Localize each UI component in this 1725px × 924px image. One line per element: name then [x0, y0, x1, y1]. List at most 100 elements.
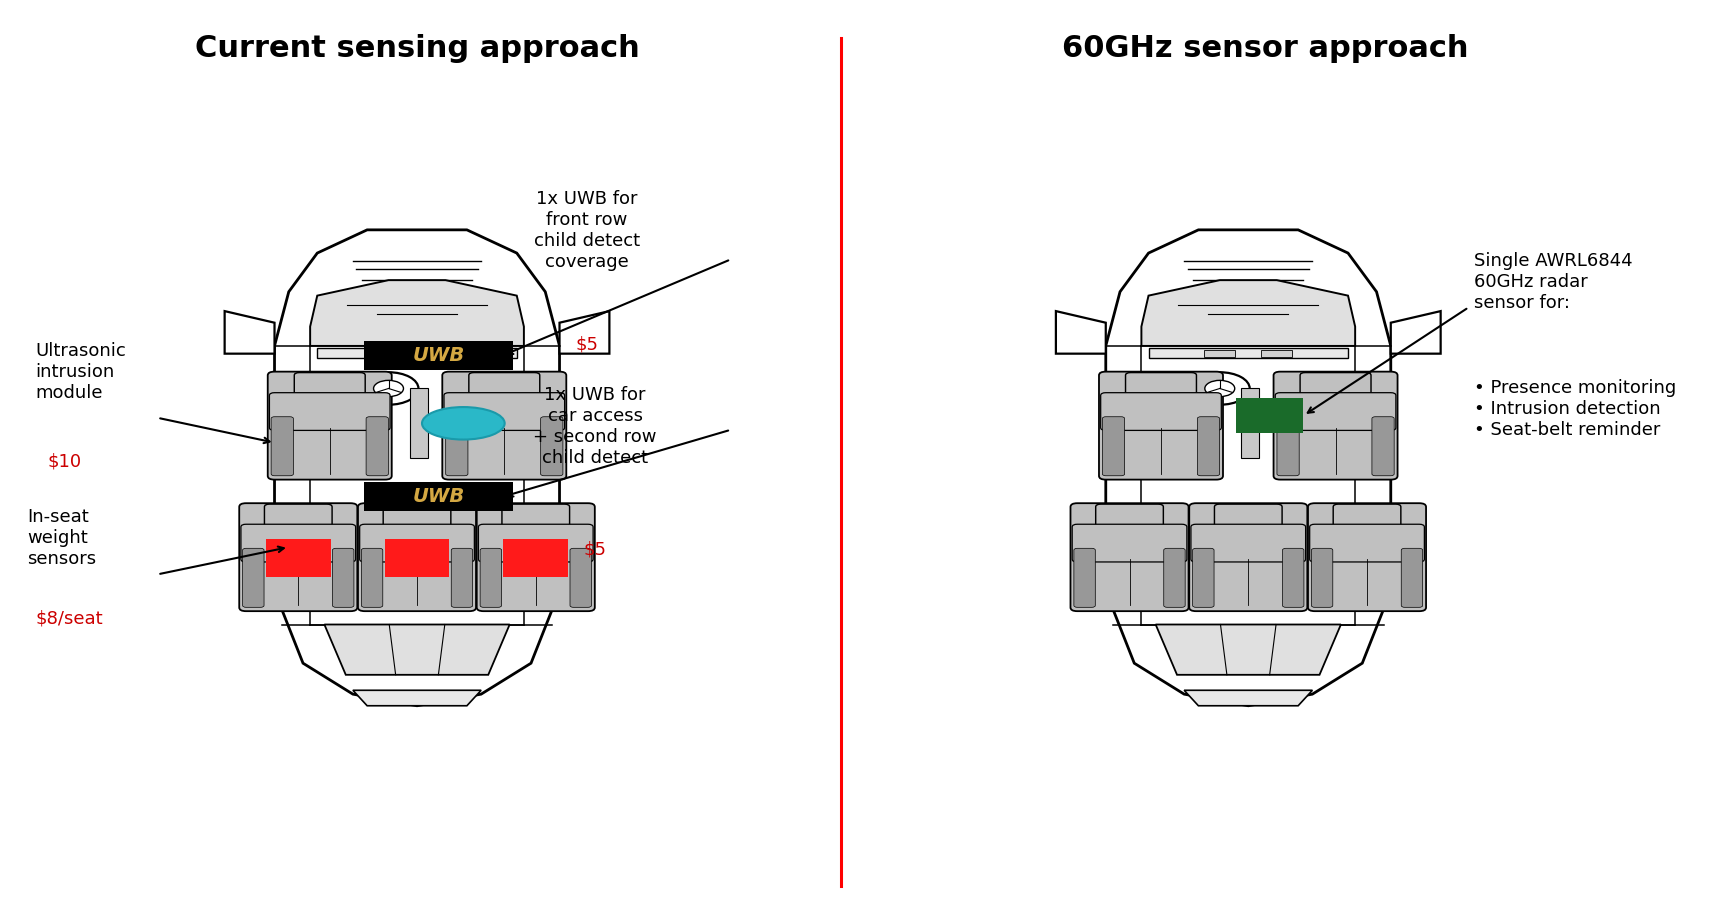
Bar: [1204, 350, 1235, 357]
Text: $8/seat: $8/seat: [34, 610, 103, 627]
Bar: [1242, 388, 1259, 458]
FancyBboxPatch shape: [271, 417, 293, 476]
Polygon shape: [535, 557, 562, 577]
Text: Current sensing approach: Current sensing approach: [195, 33, 640, 63]
Bar: [373, 350, 404, 357]
FancyBboxPatch shape: [243, 548, 264, 607]
Bar: [411, 388, 428, 458]
Polygon shape: [1106, 230, 1390, 706]
FancyBboxPatch shape: [242, 524, 355, 562]
Text: $5: $5: [574, 335, 599, 354]
Polygon shape: [1102, 418, 1130, 437]
FancyBboxPatch shape: [1311, 548, 1333, 607]
Polygon shape: [317, 347, 518, 358]
FancyBboxPatch shape: [361, 524, 474, 562]
FancyBboxPatch shape: [1308, 504, 1427, 611]
FancyBboxPatch shape: [366, 417, 388, 476]
FancyBboxPatch shape: [1282, 548, 1304, 607]
Polygon shape: [535, 418, 562, 437]
Circle shape: [1204, 381, 1235, 396]
Text: UWB: UWB: [412, 346, 464, 365]
FancyBboxPatch shape: [1192, 548, 1214, 607]
Polygon shape: [354, 690, 481, 706]
Polygon shape: [271, 418, 300, 437]
FancyBboxPatch shape: [1095, 505, 1163, 529]
FancyBboxPatch shape: [1333, 505, 1401, 529]
Circle shape: [359, 372, 419, 405]
FancyBboxPatch shape: [1075, 548, 1095, 607]
FancyBboxPatch shape: [1214, 505, 1282, 529]
Polygon shape: [1056, 311, 1106, 354]
Bar: [385, 539, 450, 578]
Text: UWB: UWB: [412, 487, 464, 506]
FancyBboxPatch shape: [1164, 548, 1185, 607]
Circle shape: [1190, 372, 1249, 405]
Text: Single AWRL6844
60GHz radar
sensor for:: Single AWRL6844 60GHz radar sensor for:: [1473, 252, 1632, 311]
FancyBboxPatch shape: [333, 548, 354, 607]
FancyBboxPatch shape: [502, 505, 569, 529]
Bar: [364, 341, 514, 371]
FancyBboxPatch shape: [240, 504, 357, 611]
Text: Ultrasonic
intrusion
module: Ultrasonic intrusion module: [34, 342, 126, 402]
FancyBboxPatch shape: [540, 417, 562, 476]
FancyBboxPatch shape: [1197, 417, 1220, 476]
FancyBboxPatch shape: [1125, 372, 1197, 398]
Text: $5: $5: [583, 541, 607, 558]
Polygon shape: [1156, 625, 1340, 675]
Polygon shape: [271, 557, 300, 577]
FancyBboxPatch shape: [1371, 417, 1394, 476]
Bar: [430, 350, 461, 357]
FancyBboxPatch shape: [1102, 417, 1125, 476]
FancyBboxPatch shape: [1401, 548, 1423, 607]
Polygon shape: [1183, 690, 1313, 706]
Polygon shape: [274, 230, 559, 706]
Text: 60GHz sensor approach: 60GHz sensor approach: [1063, 33, 1468, 63]
FancyBboxPatch shape: [480, 548, 502, 607]
Polygon shape: [310, 346, 524, 625]
FancyBboxPatch shape: [476, 504, 595, 611]
Polygon shape: [1366, 418, 1394, 437]
FancyBboxPatch shape: [267, 371, 392, 480]
FancyBboxPatch shape: [569, 548, 592, 607]
FancyBboxPatch shape: [264, 505, 333, 529]
Polygon shape: [559, 311, 609, 354]
FancyBboxPatch shape: [445, 417, 467, 476]
Polygon shape: [1366, 557, 1394, 577]
FancyBboxPatch shape: [1275, 393, 1396, 431]
FancyBboxPatch shape: [1276, 417, 1299, 476]
Text: 1x UWB for
car access
+ second row
child detect: 1x UWB for car access + second row child…: [533, 386, 657, 467]
FancyBboxPatch shape: [1301, 372, 1371, 398]
Bar: [504, 539, 568, 578]
Polygon shape: [1102, 557, 1130, 577]
FancyBboxPatch shape: [1073, 524, 1187, 562]
Bar: [1261, 350, 1292, 357]
FancyBboxPatch shape: [1099, 371, 1223, 480]
FancyBboxPatch shape: [295, 372, 366, 398]
FancyBboxPatch shape: [1189, 504, 1308, 611]
Polygon shape: [224, 311, 274, 354]
FancyBboxPatch shape: [452, 548, 473, 607]
FancyBboxPatch shape: [269, 393, 390, 431]
Bar: [1235, 398, 1304, 433]
Ellipse shape: [423, 407, 505, 440]
Polygon shape: [1390, 311, 1440, 354]
Text: $10: $10: [47, 453, 81, 471]
FancyBboxPatch shape: [442, 371, 566, 480]
FancyBboxPatch shape: [1101, 393, 1221, 431]
FancyBboxPatch shape: [359, 504, 476, 611]
Polygon shape: [1149, 347, 1347, 358]
FancyBboxPatch shape: [1190, 524, 1306, 562]
Polygon shape: [310, 280, 524, 346]
Polygon shape: [1142, 346, 1356, 625]
Text: 1x UWB for
front row
child detect
coverage: 1x UWB for front row child detect covera…: [533, 190, 640, 271]
FancyBboxPatch shape: [478, 524, 593, 562]
FancyBboxPatch shape: [1071, 504, 1189, 611]
FancyBboxPatch shape: [443, 393, 564, 431]
FancyBboxPatch shape: [383, 505, 450, 529]
Polygon shape: [324, 625, 509, 675]
FancyBboxPatch shape: [361, 548, 383, 607]
Circle shape: [374, 381, 404, 396]
FancyBboxPatch shape: [1309, 524, 1425, 562]
FancyBboxPatch shape: [1273, 371, 1397, 480]
FancyBboxPatch shape: [469, 372, 540, 398]
